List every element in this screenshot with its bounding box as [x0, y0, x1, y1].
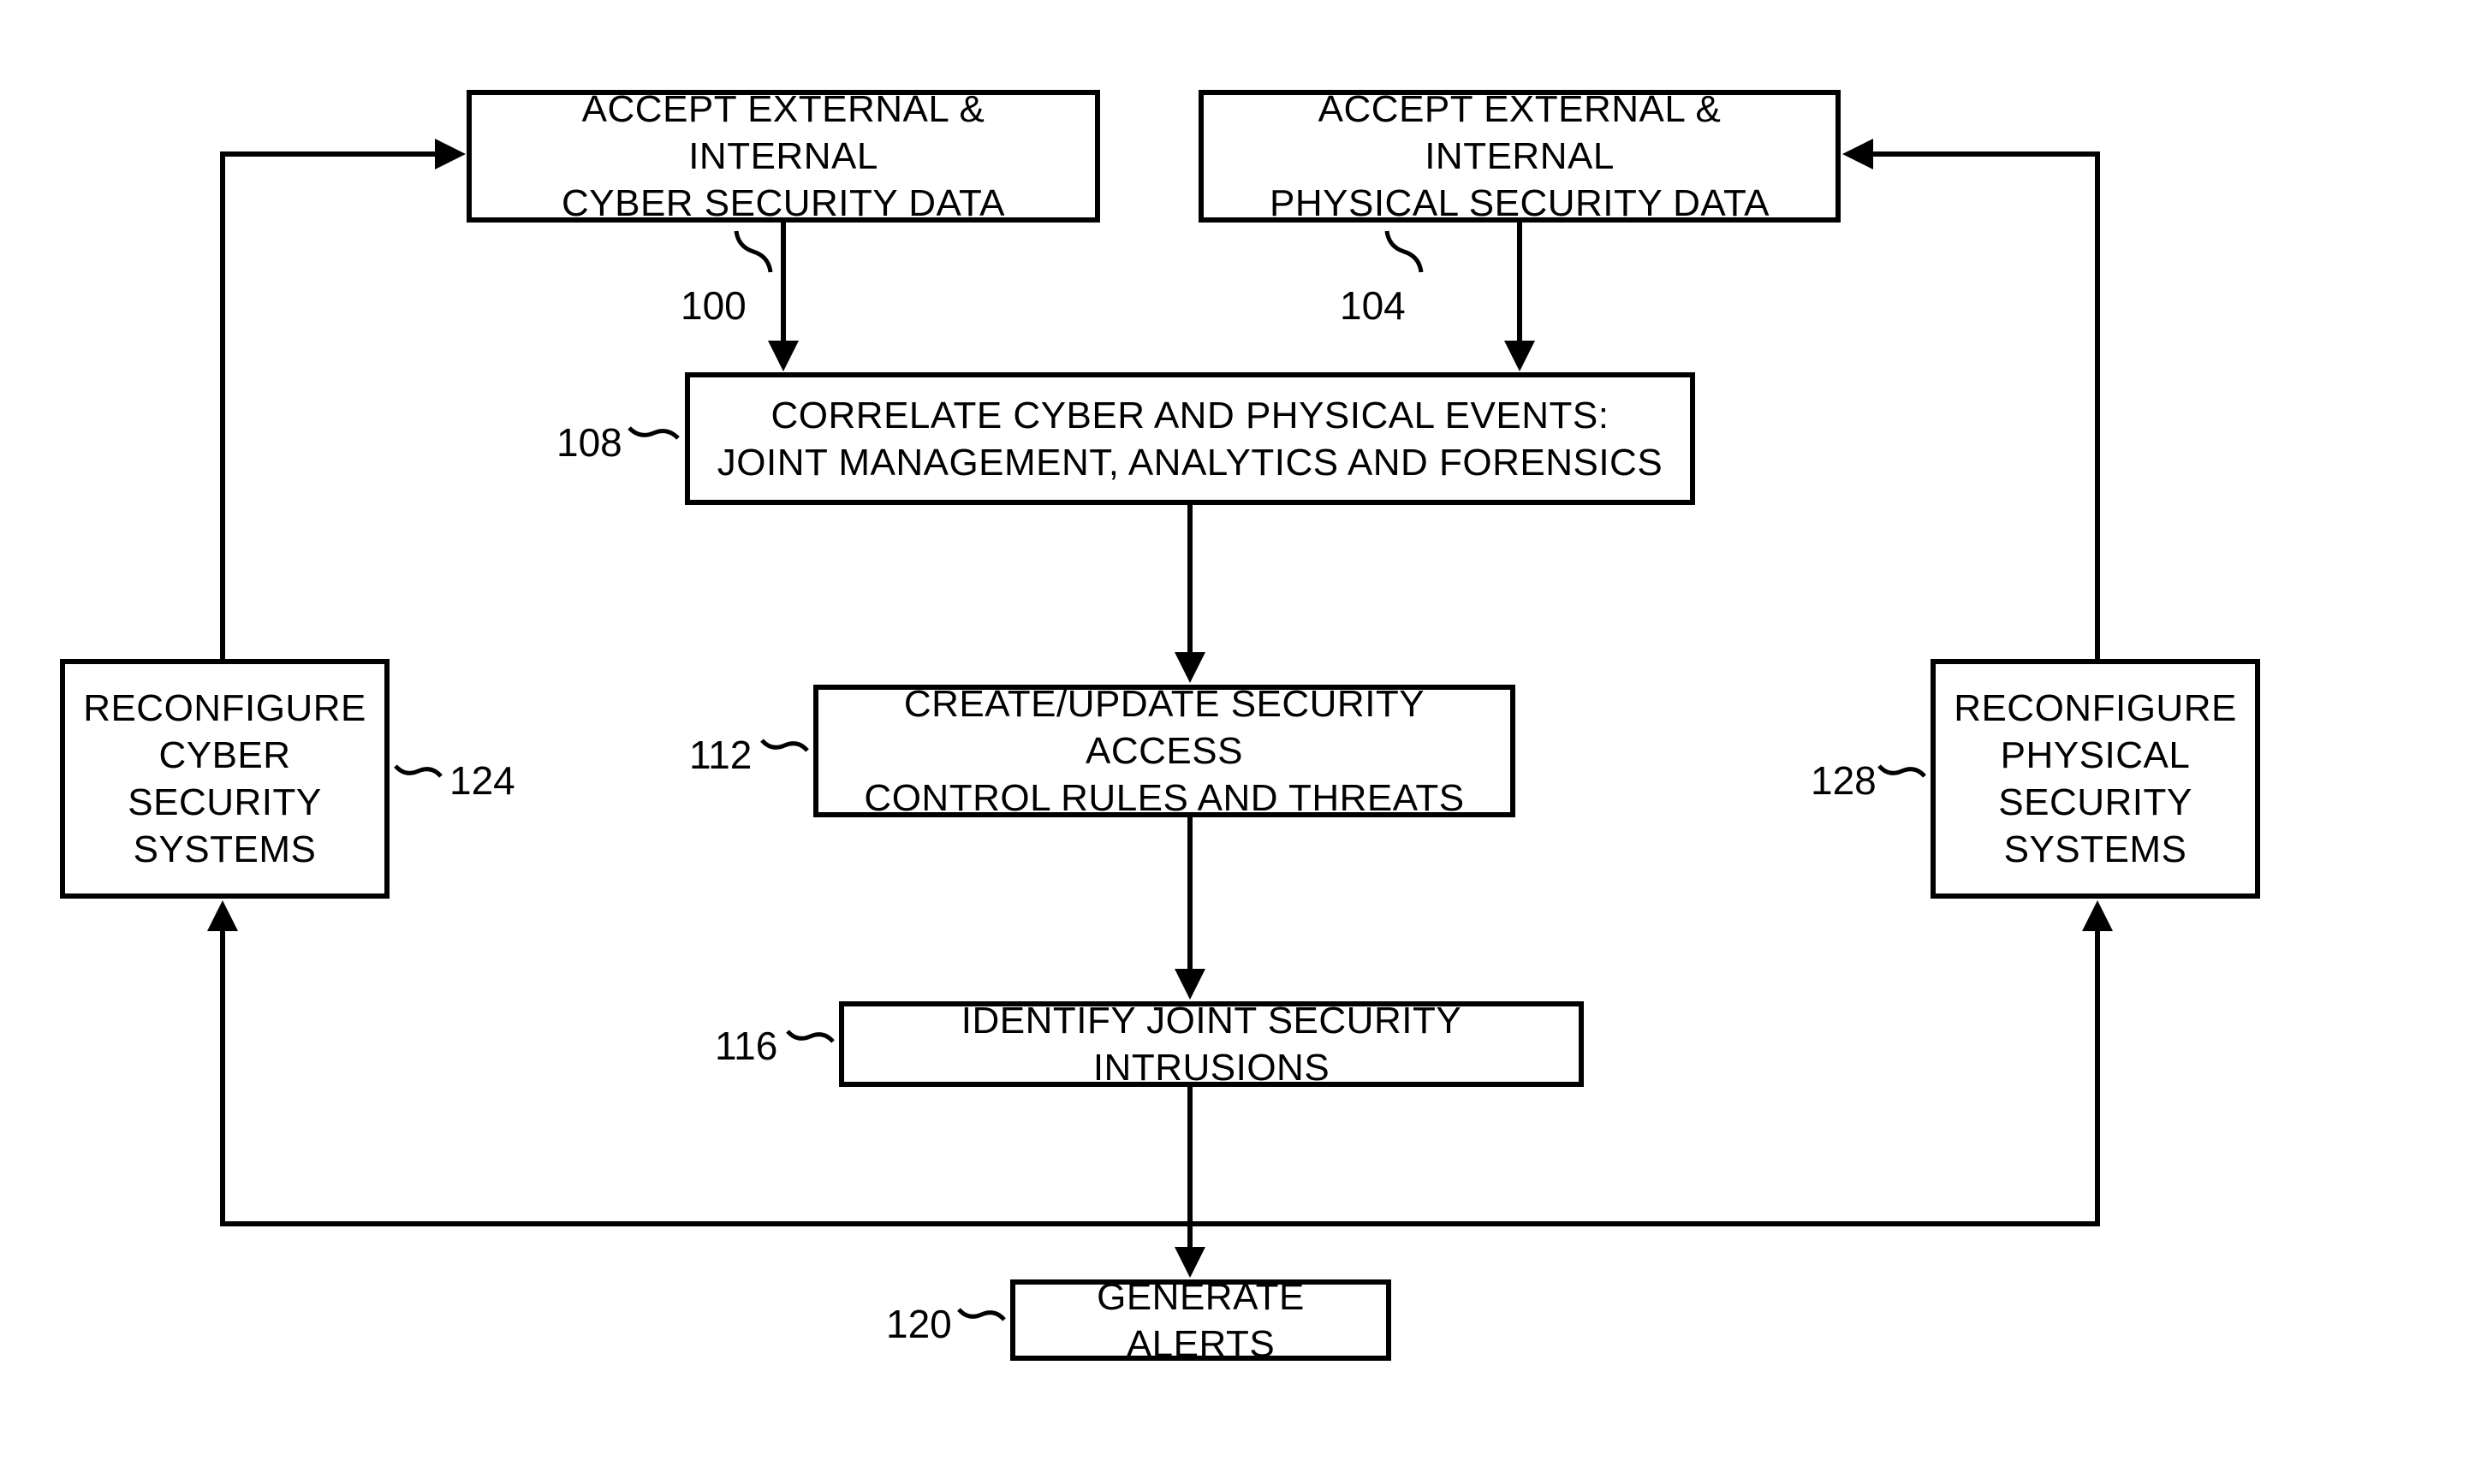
node-accept-cyber-data: ACCEPT EXTERNAL & INTERNALCYBER SECURITY…: [467, 90, 1100, 223]
ref-label-120: 120: [886, 1301, 952, 1347]
ref-label-104: 104: [1340, 282, 1406, 329]
node-label: IDENTIFY JOINT SECURITY INTRUSIONS: [861, 997, 1562, 1091]
ref-label-108: 108: [556, 419, 622, 466]
node-label: CORRELATE CYBER AND PHYSICAL EVENTS:JOIN…: [717, 392, 1663, 486]
ref-label-116: 116: [715, 1023, 777, 1069]
ref-label-124: 124: [449, 757, 515, 804]
node-label: RECONFIGURECYBERSECURITYSYSTEMS: [83, 685, 366, 873]
node-label: GENERATE ALERTS: [1032, 1273, 1369, 1368]
node-accept-physical-data: ACCEPT EXTERNAL & INTERNALPHYSICAL SECUR…: [1199, 90, 1841, 223]
ref-label-128: 128: [1811, 757, 1877, 804]
flowchart-canvas: ACCEPT EXTERNAL & INTERNALCYBER SECURITY…: [0, 0, 2487, 1484]
node-label: ACCEPT EXTERNAL & INTERNALCYBER SECURITY…: [489, 86, 1078, 227]
node-label: CREATE/UPDATE SECURITY ACCESSCONTROL RUL…: [836, 680, 1493, 822]
ref-label-112: 112: [689, 732, 752, 778]
node-reconfigure-physical: RECONFIGUREPHYSICALSECURITYSYSTEMS: [1931, 659, 2260, 899]
node-reconfigure-cyber: RECONFIGURECYBERSECURITYSYSTEMS: [60, 659, 390, 899]
node-identify-intrusions: IDENTIFY JOINT SECURITY INTRUSIONS: [839, 1001, 1584, 1087]
node-label: RECONFIGUREPHYSICALSECURITYSYSTEMS: [1954, 685, 2237, 873]
ref-label-100: 100: [681, 282, 747, 329]
node-label: ACCEPT EXTERNAL & INTERNALPHYSICAL SECUR…: [1221, 86, 1818, 227]
node-generate-alerts: GENERATE ALERTS: [1010, 1279, 1391, 1361]
node-correlate-events: CORRELATE CYBER AND PHYSICAL EVENTS:JOIN…: [685, 372, 1695, 505]
node-update-rules: CREATE/UPDATE SECURITY ACCESSCONTROL RUL…: [813, 685, 1515, 817]
